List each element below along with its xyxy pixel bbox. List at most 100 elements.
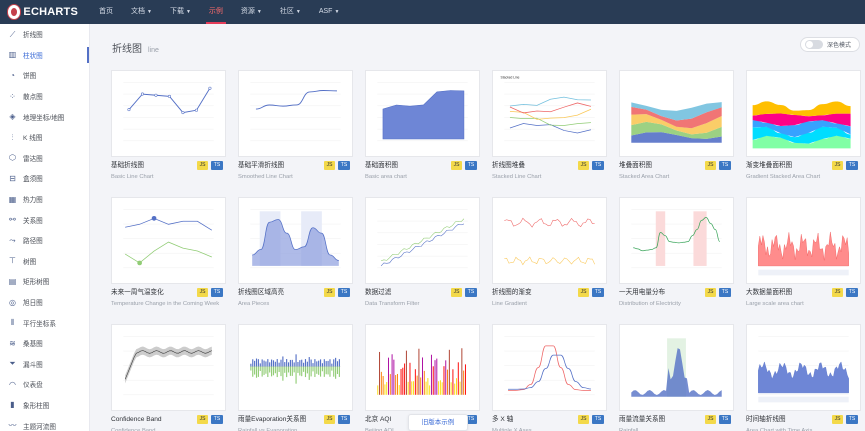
ts-badge[interactable]: TS <box>719 161 731 170</box>
example-thumbnail[interactable] <box>111 70 226 157</box>
ts-badge[interactable]: TS <box>211 415 223 424</box>
example-card[interactable]: Confidence Band JS TS Confidence Band <box>111 324 226 431</box>
example-title[interactable]: 雨量流量关系图 <box>619 416 666 423</box>
example-card[interactable]: 堆叠面积图 JS TS Stacked Area Chart <box>619 70 734 190</box>
example-thumbnail[interactable] <box>111 197 226 284</box>
example-thumbnail[interactable] <box>619 197 734 284</box>
js-badge[interactable]: JS <box>324 288 335 297</box>
example-title[interactable]: 未来一周气温变化 <box>111 289 164 296</box>
ts-badge[interactable]: TS <box>719 415 731 424</box>
example-thumbnail[interactable] <box>238 197 353 284</box>
example-thumbnail[interactable] <box>746 70 861 157</box>
sidebar-item-6[interactable]: ⬡ 雷达图 <box>0 148 89 169</box>
js-badge[interactable]: JS <box>832 288 843 297</box>
example-thumbnail[interactable] <box>238 70 353 157</box>
example-card[interactable]: 一天用电量分布 JS TS Distribution of Electricity <box>619 197 734 317</box>
sidebar-item-11[interactable]: ⊤ 树图 <box>0 251 89 272</box>
example-card[interactable]: Stacked Line 折线图堆叠 JS TS Stacked Line Chart <box>492 70 607 190</box>
nav-item-6[interactable]: ASF ▼ <box>310 0 349 24</box>
js-badge[interactable]: JS <box>578 288 589 297</box>
js-badge[interactable]: JS <box>324 415 335 424</box>
example-card[interactable]: 雨量流量关系图 JS TS Rainfall <box>619 324 734 431</box>
example-thumbnail[interactable] <box>619 70 734 157</box>
example-thumbnail[interactable] <box>238 324 353 411</box>
example-thumbnail[interactable] <box>746 324 861 411</box>
example-title[interactable]: 一天用电量分布 <box>619 289 666 296</box>
example-card[interactable]: 北京 AQIJSTSBeijing AQI <box>365 324 480 431</box>
example-title[interactable]: 北京 AQI <box>365 416 392 423</box>
example-thumbnail[interactable] <box>619 324 734 411</box>
example-thumbnail[interactable] <box>492 324 607 411</box>
js-badge[interactable]: JS <box>705 415 716 424</box>
sidebar-item-8[interactable]: ▦ 热力图 <box>0 189 89 210</box>
ts-badge[interactable]: TS <box>846 415 858 424</box>
nav-item-0[interactable]: 首页 <box>90 0 122 24</box>
js-badge[interactable]: JS <box>197 415 208 424</box>
example-card[interactable]: 未来一周气温变化 JS TS Temperature Change in the Co… <box>111 197 226 317</box>
example-card[interactable]: 雨量Evaporation关系图 JS TS Rainfall vs Evaporat… <box>238 324 353 431</box>
nav-item-3[interactable]: 示例 <box>200 0 232 24</box>
sidebar-item-10[interactable]: ⤳ 路径图 <box>0 230 89 251</box>
example-card[interactable]: 基础平滑折线图 JS TS Smoothed Line Chart <box>238 70 353 190</box>
example-thumbnail[interactable] <box>365 70 480 157</box>
sidebar-item-19[interactable]: 〰主题河流图 <box>0 415 89 431</box>
example-title[interactable]: 基础面积图 <box>365 162 398 169</box>
ts-badge[interactable]: TS <box>465 161 477 170</box>
example-title[interactable]: 多 X 轴 <box>492 416 514 423</box>
example-title[interactable]: 雨量Evaporation关系图 <box>238 416 307 423</box>
sidebar-item-16[interactable]: ⏷ 漏斗图 <box>0 354 89 375</box>
js-badge[interactable]: JS <box>705 161 716 170</box>
example-card[interactable]: 渐变堆叠面积图 JS TS Gradient Stacked Area Chart <box>746 70 861 190</box>
ts-badge[interactable]: TS <box>719 288 731 297</box>
dark-mode-toggle[interactable]: 深色模式 <box>800 37 860 52</box>
old-version-examples-button[interactable]: 旧版本示例 <box>408 414 468 431</box>
sidebar-item-17[interactable]: ◠ 仪表盘 <box>0 374 89 395</box>
js-badge[interactable]: JS <box>832 415 843 424</box>
example-title[interactable]: 折线图堆叠 <box>492 162 525 169</box>
sidebar-item-3[interactable]: ⁘ 散点图 <box>0 86 89 107</box>
example-card[interactable]: 折线图的渐变 JS TS Line Gradient <box>492 197 607 317</box>
js-badge[interactable]: JS <box>197 288 208 297</box>
example-title[interactable]: 基础折线图 <box>111 162 144 169</box>
sidebar-item-13[interactable]: ◎ 旭日图 <box>0 292 89 313</box>
echarts-logo[interactable]: ECHARTS <box>8 5 78 19</box>
ts-badge[interactable]: TS <box>465 288 477 297</box>
example-title[interactable]: 折线图的渐变 <box>492 289 532 296</box>
sidebar-item-0[interactable]: ⟋ 折线图 <box>0 24 89 45</box>
sidebar-item-1[interactable]: ▥ 柱状图 <box>0 45 89 66</box>
sidebar-item-7[interactable]: ⊟ 盒须图 <box>0 168 89 189</box>
js-badge[interactable]: JS <box>451 288 462 297</box>
example-title[interactable]: 数据过滤 <box>365 289 392 296</box>
sidebar-item-2[interactable]: ◔ 饼图 <box>0 65 89 86</box>
js-badge[interactable]: JS <box>578 415 589 424</box>
ts-badge[interactable]: TS <box>846 288 858 297</box>
ts-badge[interactable]: TS <box>592 415 604 424</box>
example-title[interactable]: 大数据量面积图 <box>746 289 793 296</box>
example-card[interactable]: 折线图区域高亮 JS TS Area Pieces <box>238 197 353 317</box>
ts-badge[interactable]: TS <box>211 161 223 170</box>
ts-badge[interactable]: TS <box>338 415 350 424</box>
example-thumbnail[interactable] <box>492 197 607 284</box>
nav-item-5[interactable]: 社区 ▼ <box>271 0 310 24</box>
example-thumbnail[interactable] <box>365 197 480 284</box>
sidebar-item-15[interactable]: ≋ 桑基图 <box>0 333 89 354</box>
js-badge[interactable]: JS <box>451 161 462 170</box>
js-badge[interactable]: JS <box>197 161 208 170</box>
js-badge[interactable]: JS <box>705 288 716 297</box>
example-title[interactable]: 渐变堆叠面积图 <box>746 162 793 169</box>
nav-item-1[interactable]: 文档 ▼ <box>122 0 161 24</box>
example-thumbnail[interactable] <box>111 324 226 411</box>
example-card[interactable]: 数据过滤 JS TS Data Transform Filter <box>365 197 480 317</box>
example-title[interactable]: 基础平滑折线图 <box>238 162 285 169</box>
example-thumbnail[interactable] <box>746 197 861 284</box>
nav-item-4[interactable]: 资源 ▼ <box>232 0 271 24</box>
example-card[interactable]: 大数据量面积图 JS TS Large scale area chart <box>746 197 861 317</box>
ts-badge[interactable]: TS <box>592 288 604 297</box>
sidebar-item-9[interactable]: ⚯ 关系图 <box>0 209 89 230</box>
example-title[interactable]: Confidence Band <box>111 416 162 423</box>
example-title[interactable]: 时间轴折线图 <box>746 416 786 423</box>
sidebar-item-18[interactable]: ▮ 象形柱图 <box>0 395 89 416</box>
sidebar-item-14[interactable]: ⫴ 平行坐标系 <box>0 312 89 333</box>
ts-badge[interactable]: TS <box>465 415 477 424</box>
js-badge[interactable]: JS <box>832 161 843 170</box>
